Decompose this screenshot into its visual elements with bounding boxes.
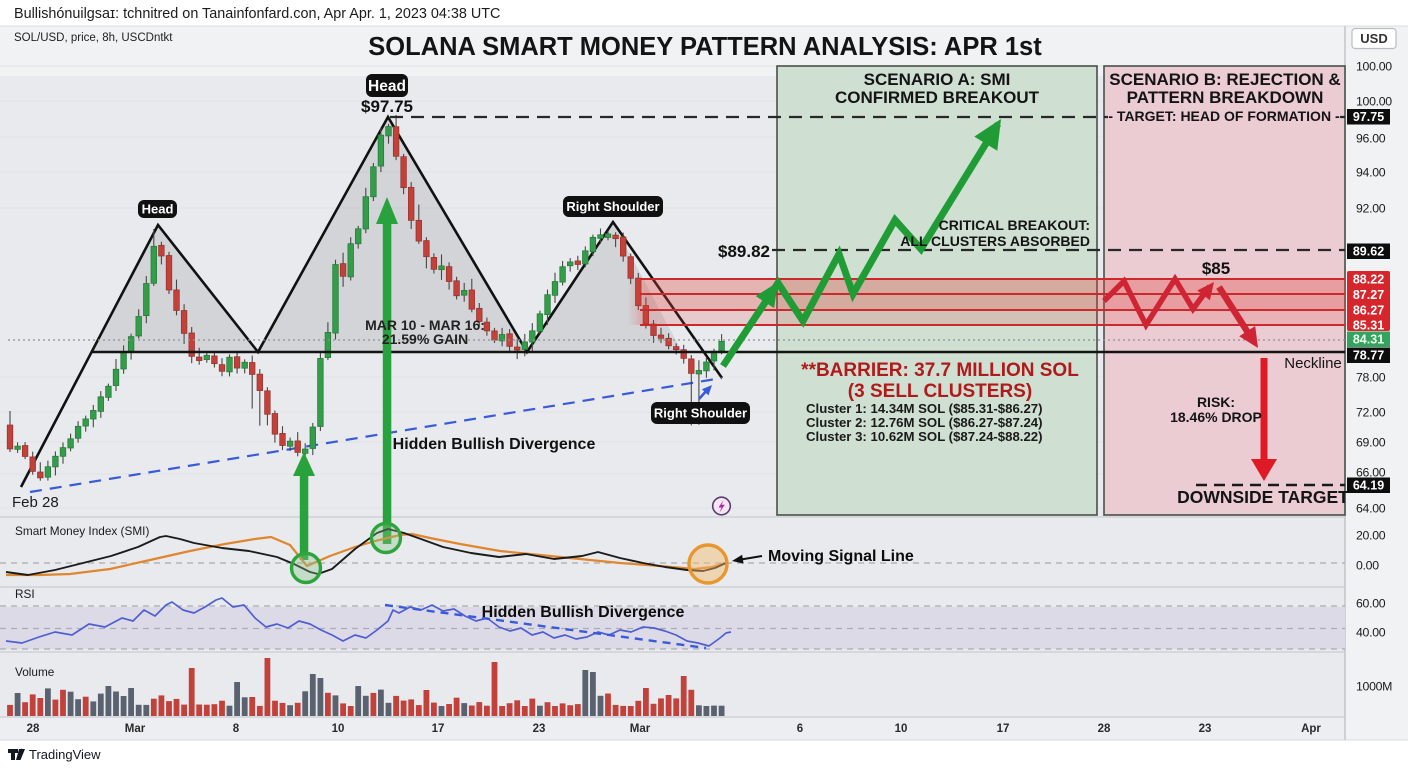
svg-text:17: 17: [432, 723, 445, 735]
svg-text:8: 8: [233, 723, 240, 735]
svg-text:$89.82: $89.82: [718, 242, 770, 261]
svg-text:Right Shoulder: Right Shoulder: [566, 199, 659, 214]
svg-text:78.77: 78.77: [1353, 349, 1384, 363]
svg-text:Cluster 2: 12.76M SOL ($86.27-: Cluster 2: 12.76M SOL ($86.27-$87.24): [806, 415, 1043, 430]
svg-text:23: 23: [1199, 723, 1212, 735]
svg-text:PATTERN BREAKDOWN: PATTERN BREAKDOWN: [1127, 88, 1324, 107]
svg-text:66.00: 66.00: [1356, 466, 1386, 480]
svg-text:Head: Head: [142, 202, 174, 217]
svg-text:Volume: Volume: [15, 665, 55, 679]
svg-text:60.00: 60.00: [1356, 597, 1386, 611]
svg-text:20.00: 20.00: [1356, 529, 1386, 543]
svg-text:28: 28: [1098, 723, 1111, 735]
svg-text:6: 6: [797, 723, 803, 735]
svg-text:**BARRIER: 37.7 MILLION SOL: **BARRIER: 37.7 MILLION SOL: [801, 360, 1079, 381]
svg-text:Right Shoulder: Right Shoulder: [654, 406, 747, 421]
svg-text:89.62: 89.62: [1353, 245, 1384, 259]
svg-text:Mar: Mar: [630, 723, 651, 735]
svg-text:1000M: 1000M: [1356, 680, 1392, 694]
svg-text:USD: USD: [1360, 31, 1387, 46]
svg-text:0.00: 0.00: [1356, 559, 1379, 573]
svg-text:Moving Signal Line: Moving Signal Line: [768, 548, 914, 565]
svg-text:Hidden Bullish Divergence: Hidden Bullish Divergence: [393, 436, 596, 453]
svg-text:69.00: 69.00: [1356, 436, 1386, 450]
svg-text:$85: $85: [1202, 259, 1230, 278]
svg-text:96.00: 96.00: [1356, 132, 1386, 146]
svg-text:28: 28: [27, 723, 40, 735]
svg-text:TradingView: TradingView: [29, 747, 101, 762]
svg-text:10: 10: [895, 723, 908, 735]
svg-text:21.59% GAIN: 21.59% GAIN: [382, 331, 468, 347]
svg-text:Feb 28: Feb 28: [12, 494, 59, 511]
svg-text:64.00: 64.00: [1356, 502, 1386, 516]
svg-text:87.27: 87.27: [1353, 288, 1384, 302]
svg-text:23: 23: [533, 723, 546, 735]
svg-text:$97.75: $97.75: [361, 97, 413, 116]
svg-text:RSI: RSI: [15, 587, 35, 601]
svg-text:85.31: 85.31: [1353, 319, 1384, 333]
svg-text:CONFIRMED BREAKOUT: CONFIRMED BREAKOUT: [835, 88, 1040, 107]
svg-text:- TARGET: HEAD OF FORMATION -: - TARGET: HEAD OF FORMATION -: [1108, 108, 1340, 124]
svg-text:94.00: 94.00: [1356, 166, 1386, 180]
svg-text:RISK:: RISK:: [1197, 394, 1235, 410]
svg-text:Mar: Mar: [125, 723, 146, 735]
svg-text:84.31: 84.31: [1353, 333, 1384, 347]
svg-text:SOL/USD, price, 8h, USCDntkt: SOL/USD, price, 8h, USCDntkt: [14, 32, 173, 44]
svg-text:Bullishónuilgsaɪ: tchnitred on: Bullishónuilgsaɪ: tchnitred on Tanainfon…: [14, 6, 500, 22]
svg-text:72.00: 72.00: [1356, 406, 1386, 420]
svg-text:Hidden Bullish Divergence: Hidden Bullish Divergence: [482, 604, 685, 621]
svg-text:SCENARIO B: REJECTION &: SCENARIO B: REJECTION &: [1109, 70, 1340, 89]
svg-text:78.00: 78.00: [1356, 371, 1386, 385]
svg-text:Head: Head: [368, 78, 406, 95]
svg-text:DOWNSIDE TARGET: DOWNSIDE TARGET: [1177, 487, 1349, 507]
svg-text:86.27: 86.27: [1353, 304, 1384, 318]
svg-text:CRITICAL BREAKOUT:: CRITICAL BREAKOUT:: [939, 217, 1090, 233]
svg-text:SOLANA SMART MONEY PATTERN ANA: SOLANA SMART MONEY PATTERN ANALYSIS: APR…: [368, 33, 1042, 61]
svg-text:Cluster 1: 14.34M SOL ($85.31-: Cluster 1: 14.34M SOL ($85.31-$86.27): [806, 401, 1043, 416]
svg-text:17: 17: [997, 723, 1010, 735]
svg-text:100.00: 100.00: [1356, 95, 1392, 109]
svg-text:(3 SELL CLUSTERS): (3 SELL CLUSTERS): [848, 381, 1032, 402]
svg-text:Smart Money Index (SMI): Smart Money Index (SMI): [15, 524, 149, 538]
svg-text:100.00: 100.00: [1356, 60, 1392, 74]
svg-text:Neckline: Neckline: [1284, 355, 1342, 372]
svg-text:MAR 10 - MAR 16:: MAR 10 - MAR 16:: [365, 317, 485, 333]
svg-text:ALL CLUSTERS ABSORBED: ALL CLUSTERS ABSORBED: [900, 233, 1090, 249]
svg-text:Cluster 3: 10.62M SOL ($87.24-: Cluster 3: 10.62M SOL ($87.24-$88.22): [806, 429, 1043, 444]
svg-text:92.00: 92.00: [1356, 202, 1386, 216]
svg-text:Apr: Apr: [1301, 723, 1321, 735]
svg-text:10: 10: [332, 723, 345, 735]
svg-text:18.46% DROP: 18.46% DROP: [1170, 409, 1262, 425]
svg-text:88.22: 88.22: [1353, 273, 1384, 287]
svg-text:SCENARIO A: SMI: SCENARIO A: SMI: [864, 70, 1011, 89]
svg-text:40.00: 40.00: [1356, 626, 1386, 640]
svg-text:97.75: 97.75: [1353, 110, 1384, 124]
svg-text:64.19: 64.19: [1353, 479, 1384, 493]
